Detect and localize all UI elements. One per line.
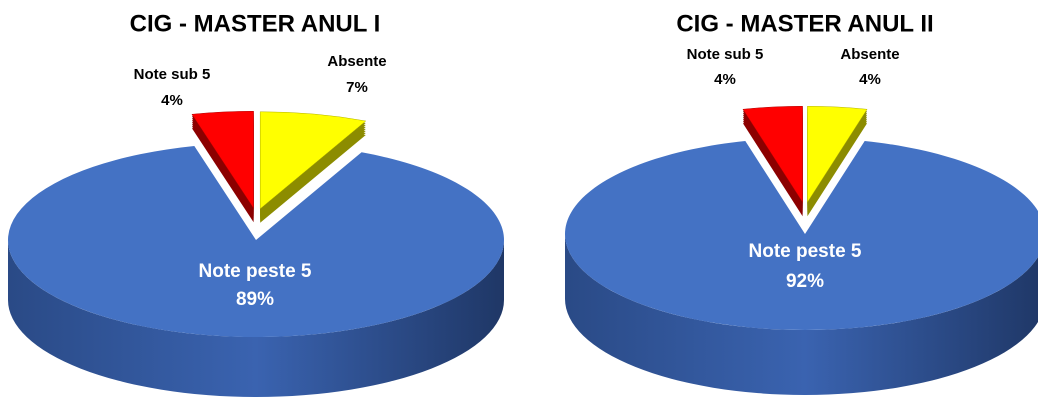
data-label-name: Absente	[327, 53, 386, 70]
slice	[742, 106, 803, 204]
slice	[259, 111, 367, 210]
chart-title: CIG - MASTER ANUL II	[676, 10, 933, 37]
slice-side	[8, 240, 504, 397]
slice	[807, 106, 868, 204]
data-label-name: Absente	[840, 46, 899, 63]
data-label-name: Note sub 5	[134, 66, 211, 83]
data-label-value: 89%	[236, 289, 274, 310]
chart-title: CIG - MASTER ANUL I	[130, 10, 381, 37]
data-label-name: Note sub 5	[687, 46, 764, 63]
data-label-value: 4%	[859, 71, 881, 88]
data-label-name: Note peste 5	[199, 261, 312, 282]
slice	[7, 146, 504, 337]
data-label-value: 4%	[161, 92, 183, 109]
data-label-name: Note peste 5	[749, 241, 862, 262]
slice	[565, 141, 1038, 330]
data-label-value: 7%	[346, 79, 368, 96]
slice-side	[565, 234, 1038, 395]
slice	[191, 111, 254, 210]
data-label-value: 92%	[786, 271, 824, 292]
data-label-value: 4%	[714, 71, 736, 88]
